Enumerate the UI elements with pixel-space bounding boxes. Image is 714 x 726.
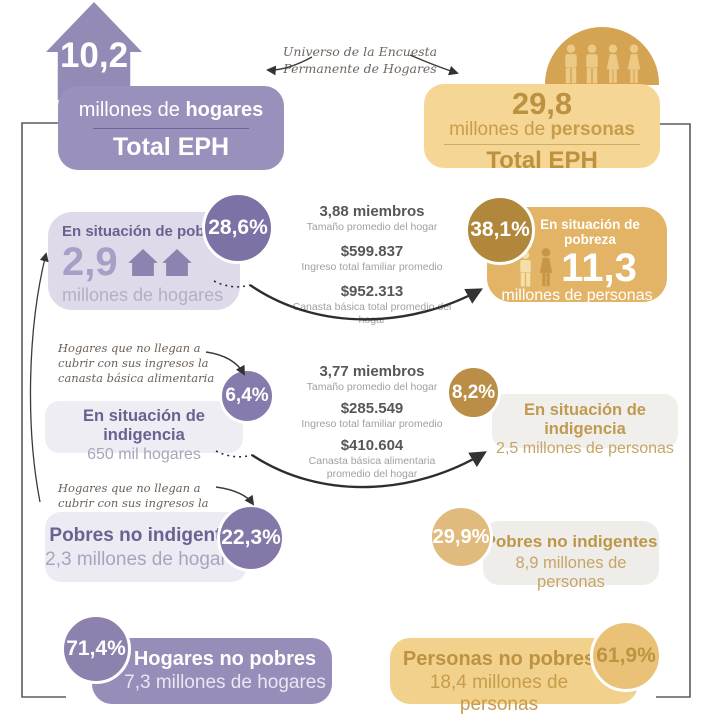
pobreza-households-pct: 28,6% <box>208 216 268 239</box>
indigencia-persons-title: En situación de indigencia <box>524 401 646 438</box>
no-pobres-households-value: 7,3 millones de hogares <box>124 672 326 693</box>
stat-household-size: 3,88 miembros Tamaño promedio del hogar <box>287 203 457 234</box>
stat-value: 3,77 miembros <box>319 363 425 380</box>
persons-total-box: 29,8 millones de personas Total EPH <box>424 84 660 174</box>
pni-households-pct: 22,3% <box>221 526 281 549</box>
indigencia-households-pct: 6,4% <box>225 385 269 406</box>
indigencia-persons-box: En situación de indigencia 2,5 millones … <box>492 394 678 457</box>
stat-label: Canasta básica alimentaria promedio del … <box>308 454 436 480</box>
indigencia-persons-pct: 8,2% <box>451 381 496 403</box>
persons-unit-bold: personas <box>550 119 635 140</box>
pobreza-persons-pct-badge: 38,1% <box>465 195 535 265</box>
pni-persons-pct-badge: 29,9% <box>429 505 493 569</box>
persons-dome-figure <box>545 27 659 85</box>
indigencia-stats: 3,77 miembros Tamaño promedio del hogar … <box>287 363 457 489</box>
stat-family-income: $599.837 Ingreso total familiar promedio <box>287 243 457 274</box>
stat-household-size: 3,77 miembros Tamaño promedio del hogar <box>287 363 457 394</box>
stat-value: $599.837 <box>340 242 404 260</box>
no-pobres-households-box: Hogares no pobres 7,3 millones de hogare… <box>92 638 332 704</box>
divider <box>444 144 640 145</box>
indigencia-households-pct-badge: 6,4% <box>219 368 275 424</box>
no-pobres-households-pct: 71,4% <box>66 637 126 660</box>
indigencia-persons-value: 2,5 millones de personas <box>496 440 674 457</box>
divider <box>93 128 249 129</box>
stat-family-income: $285.549 Ingreso total familiar promedio <box>287 400 457 431</box>
pni-persons-title: Pobres no indigentes <box>484 532 658 551</box>
pobreza-households-title: En situación de pobreza <box>62 223 235 240</box>
pni-persons-pct: 29,9% <box>432 525 490 548</box>
households-count: 10,2 <box>59 36 129 75</box>
stat-label: Ingreso total familiar promedio <box>301 261 443 274</box>
left-curve-arrow-icon <box>29 252 49 503</box>
persons-unit-label: millones de personas <box>424 119 660 141</box>
indigencia-households-title: En situación de indigencia <box>83 407 205 444</box>
no-pobres-persons-pct: 61,9% <box>596 644 656 667</box>
indigencia-households-value: 650 mil hogares <box>87 446 201 463</box>
indigencia-persons-pct-badge: 8,2% <box>446 365 501 420</box>
persons-count: 29,8 <box>511 86 573 121</box>
pni-households-box: Pobres no indigentes 2,3 millones de hog… <box>45 512 247 582</box>
universe-note-line1: Universo de la Encuesta <box>282 44 438 59</box>
stat-value: $285.549 <box>340 399 404 417</box>
indigencia-note: Hogares que no llegan a cubrir con sus i… <box>58 341 215 386</box>
pni-households-title: Pobres no indigentes <box>49 525 243 546</box>
man-icon <box>585 44 598 84</box>
universe-note: Universo de la Encuesta Permanente de Ho… <box>280 44 440 77</box>
stat-basket-total: $952.313 Canasta básica total promedio d… <box>287 283 457 326</box>
households-total-box: millones de hogares Total EPH <box>58 86 284 170</box>
stat-label: Tamaño promedio del hogar <box>306 381 438 394</box>
woman-icon <box>606 44 619 83</box>
pni-households-value: 2,3 millones de hogares <box>45 549 247 570</box>
pobreza-persons-value: 11,3 <box>561 246 637 290</box>
no-pobres-persons-pct-badge: 61,9% <box>590 620 662 692</box>
pobreza-persons-pct: 38,1% <box>470 218 530 241</box>
households-unit-bold: hogares <box>185 99 264 121</box>
no-pobres-households-title: Hogares no pobres <box>133 648 317 670</box>
no-pobres-persons-title: Personas no pobres <box>402 648 596 670</box>
persons-unit-prefix: millones de <box>449 119 551 140</box>
woman-icon <box>539 248 553 287</box>
stat-label: Ingreso total familiar promedio <box>301 418 443 431</box>
pni-households-pct-badge: 22,3% <box>217 504 285 572</box>
no-pobres-persons-value: 18,4 millones de personas <box>429 672 569 715</box>
pobreza-households-value: 2,9 <box>62 240 118 284</box>
woman-icon <box>627 44 640 83</box>
pobreza-households-box: En situación de pobreza 2,9 millones de … <box>48 212 240 310</box>
pni-persons-box: Pobres no indigentes 8,9 millones de per… <box>483 521 659 591</box>
pobreza-households-pct-badge: 28,6% <box>202 192 274 264</box>
households-total-eph: Total EPH <box>112 133 230 161</box>
house-icon <box>127 248 158 276</box>
stat-value: $410.604 <box>340 436 404 454</box>
stat-value: $952.313 <box>340 282 404 300</box>
households-unit-label: millones de hogares <box>58 99 284 122</box>
stat-label: Tamaño promedio del hogar <box>306 221 438 234</box>
pobreza-persons-title: En situación de pobreza <box>540 217 640 247</box>
pobreza-stats: 3,88 miembros Tamaño promedio del hogar … <box>287 203 457 335</box>
house-icon <box>161 248 192 276</box>
pobreza-persons-unit: millones de personas <box>501 287 653 304</box>
pni-persons-value: 8,9 millones de personas <box>515 554 627 591</box>
man-icon <box>564 44 577 84</box>
households-house-figure: 10,2 <box>46 2 142 100</box>
stat-label: Canasta básica total promedio del hogar <box>292 300 452 326</box>
indigencia-households-box: En situación de indigencia 650 mil hogar… <box>45 401 243 463</box>
pobreza-households-unit: millones de hogares <box>62 285 224 305</box>
stat-value: 3,88 miembros <box>319 203 425 220</box>
stat-basket-food: $410.604 Canasta básica alimentaria prom… <box>287 437 457 480</box>
universe-note-line2: Permanente de Hogares <box>283 60 437 76</box>
households-unit-prefix: millones de <box>78 99 186 121</box>
persons-total-eph: Total EPH <box>486 147 598 174</box>
no-pobres-households-pct-badge: 71,4% <box>61 614 131 684</box>
